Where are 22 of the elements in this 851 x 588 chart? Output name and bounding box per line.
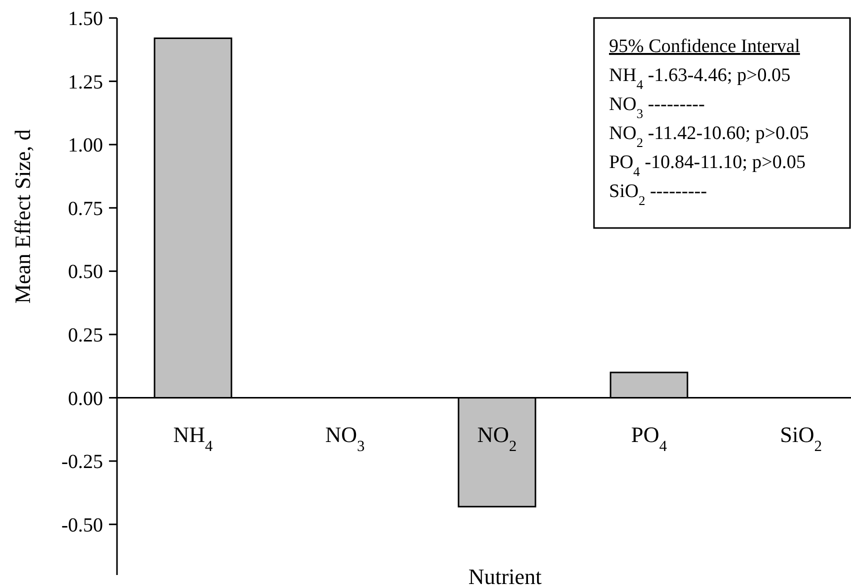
x-tick-label: NH$_{4}$: [173, 422, 214, 454]
y-tick-label: 1.00: [68, 134, 103, 157]
y-tick-label: 1.50: [68, 8, 103, 30]
annotation: NO$_{3}$ ---------: [609, 94, 705, 120]
y-tick-label: 0.75: [68, 198, 103, 220]
y-axis-title: Mean Effect Size, d: [10, 129, 35, 304]
y-tick-label: 1.25: [68, 71, 103, 94]
x-axis-title: Nutrient: [468, 564, 542, 588]
annotation: 95% Confidence Interval: [609, 36, 800, 57]
annotation: SiO$_{2}$ ---------: [609, 181, 707, 208]
annotation: PO$_{4}$ -10.84-11.10; p>0.05: [609, 152, 806, 178]
y-tick-label: 0.25: [68, 324, 103, 346]
y-tick-label: -0.50: [61, 514, 103, 536]
y-tick-label: 0.50: [68, 261, 103, 284]
y-tick-label: -0.25: [61, 451, 103, 474]
x-tick-label: NO$_{3}$: [325, 422, 366, 454]
annotation: NO$_{2}$ -11.42-10.60; p>0.05: [609, 123, 809, 150]
annotation: NH$_{4}$ -1.63-4.46; p>0.05: [609, 65, 791, 92]
x-tick-label: SiO$_{2}$: [780, 422, 822, 454]
x-tick-label: NO$_{2}$: [477, 422, 517, 454]
y-tick-label: 0.00: [68, 388, 103, 410]
x-tick-label: PO$_{4}$: [631, 422, 668, 454]
